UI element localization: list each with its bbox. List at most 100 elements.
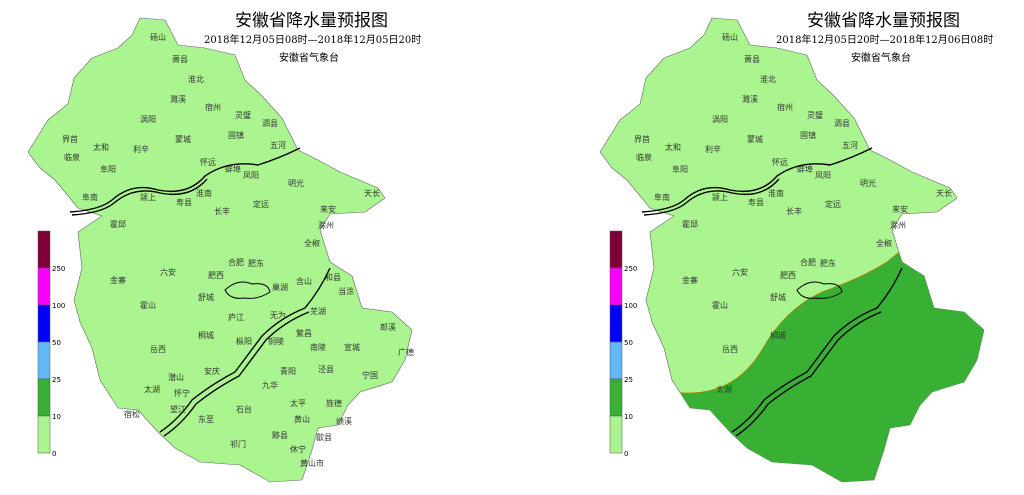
city-label: 利辛 — [133, 144, 149, 154]
city-label: 天长 — [364, 188, 380, 198]
city-label: 定远 — [253, 199, 269, 209]
city-label: 阜阳 — [672, 164, 688, 174]
city-label: 砀山 — [150, 32, 166, 42]
city-label: 阜阳 — [100, 164, 116, 174]
city-label: 宁国 — [362, 370, 378, 380]
legend-label: 25 — [624, 376, 633, 384]
legend-label: 10 — [624, 413, 633, 421]
city-label: 五河 — [842, 140, 858, 150]
city-label: 含山 — [296, 276, 312, 286]
city-label: 舒城 — [198, 292, 214, 302]
city-label: 淮南 — [768, 188, 784, 198]
city-label: 南陵 — [310, 342, 326, 352]
city-label: 来安 — [892, 204, 908, 214]
legend-swatch — [37, 230, 51, 269]
city-label: 明光 — [288, 178, 304, 188]
city-label: 定远 — [825, 199, 841, 209]
city-label: 寿县 — [176, 197, 192, 207]
city-label: 界首 — [62, 134, 78, 144]
city-label: 庐江 — [228, 312, 244, 322]
city-label: 蒙城 — [175, 134, 191, 144]
chaohu-lake — [796, 281, 843, 299]
agency-label: 安徽省气象台 — [851, 53, 911, 64]
city-label: 繁昌 — [296, 328, 312, 338]
city-label: 灵璧 — [235, 110, 251, 120]
huaihe-river — [69, 147, 301, 216]
city-label: 五河 — [270, 140, 286, 150]
legend-label: 50 — [624, 339, 633, 347]
city-label: 全椒 — [304, 238, 320, 248]
legend-swatch — [609, 304, 623, 343]
legend-swatch — [37, 415, 51, 454]
map-title: 安徽省降水量预报图 — [235, 11, 388, 31]
city-label: 祁门 — [230, 439, 246, 449]
city-label: 九华 — [262, 380, 278, 390]
city-label: 石台 — [236, 404, 252, 414]
city-label: 怀远 — [200, 157, 216, 167]
legend-swatch — [609, 415, 623, 454]
city-label: 颍上 — [140, 193, 156, 202]
city-label: 岳西 — [722, 344, 738, 354]
city-label: 肥西 — [208, 271, 224, 280]
legend-swatch — [37, 267, 51, 306]
legend-label: 0 — [624, 450, 628, 458]
city-label: 泾县 — [318, 365, 334, 374]
city-label: 桐城 — [770, 330, 786, 340]
city-label: 无为 — [270, 310, 286, 320]
city-label: 广德 — [398, 347, 414, 357]
city-label: 萧县 — [744, 54, 760, 64]
city-label: 太湖 — [144, 384, 160, 394]
huaihe-river — [641, 147, 873, 216]
city-label: 枞阳 — [236, 336, 252, 346]
city-label: 宿州 — [777, 102, 793, 112]
city-label: 合肥 — [800, 257, 816, 267]
city-label: 长丰 — [786, 206, 802, 216]
city-label: 蚌埠 — [225, 164, 241, 174]
city-label: 固镇 — [800, 130, 816, 140]
city-label: 界首 — [634, 134, 650, 144]
city-label: 东至 — [198, 414, 214, 424]
city-label: 巢湖 — [272, 282, 288, 292]
map-title: 安徽省降水量预报图 — [807, 11, 960, 31]
city-label: 临泉 — [636, 152, 652, 162]
city-label: 滁州 — [318, 220, 334, 230]
city-label: 霍山 — [712, 300, 728, 310]
city-label: 全椒 — [876, 238, 892, 248]
city-label: 涡阳 — [712, 114, 728, 124]
city-label: 霍邱 — [110, 220, 126, 229]
city-label: 安庆 — [204, 366, 220, 376]
city-label: 绩溪 — [336, 416, 352, 426]
city-label: 怀远 — [772, 157, 788, 167]
city-label: 肥西 — [780, 271, 796, 280]
city-label: 泗县 — [262, 119, 278, 128]
legend-label: 25 — [52, 376, 61, 384]
city-label: 蒙城 — [747, 134, 763, 144]
city-label: 太和 — [665, 142, 681, 152]
legend-label: 0 — [52, 450, 56, 458]
city-label: 阜南 — [82, 192, 98, 202]
city-label: 怀宁 — [174, 388, 190, 398]
city-label: 太平 — [290, 398, 306, 408]
legend-swatch — [37, 304, 51, 343]
city-label: 泗县 — [834, 119, 850, 128]
city-label: 寿县 — [748, 197, 764, 207]
city-label: 当涂 — [338, 286, 354, 296]
chaohu-lake — [224, 281, 271, 299]
legend-swatch — [37, 341, 51, 380]
city-label: 阜南 — [654, 192, 670, 202]
city-label: 和县 — [325, 273, 341, 282]
city-label: 天长 — [936, 188, 952, 198]
city-label: 芜湖 — [310, 306, 326, 316]
city-label: 潜山 — [168, 372, 184, 382]
legend-label: 250 — [52, 265, 65, 273]
anhui-outline — [27, 17, 413, 483]
city-label: 黟县 — [272, 430, 288, 440]
city-label: 淮北 — [188, 74, 204, 84]
legend-label: 50 — [52, 339, 61, 347]
agency-label: 安徽省气象台 — [279, 53, 339, 64]
city-label: 太和 — [93, 142, 109, 152]
